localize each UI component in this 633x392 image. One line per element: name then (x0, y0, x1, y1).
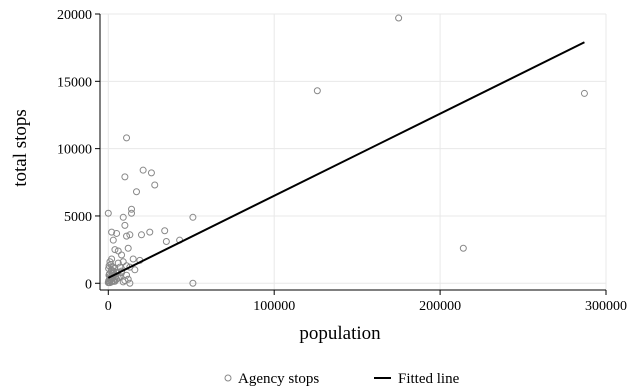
legend-label-fitted-line: Fitted line (398, 371, 460, 387)
axes (99, 14, 606, 291)
fitted-line-group (107, 41, 585, 279)
data-point (189, 213, 197, 221)
data-point (395, 14, 403, 22)
data-point (580, 89, 588, 97)
data-point (137, 231, 145, 239)
x-axis-ticks: 0 100000 200000 300000 (105, 290, 627, 314)
y-tick-label: 20000 (57, 8, 92, 23)
data-point (109, 236, 117, 244)
data-point (132, 188, 140, 196)
data-point (111, 246, 119, 254)
data-point (108, 228, 116, 236)
data-point (114, 259, 122, 267)
legend-marker-agency-stops (224, 374, 232, 382)
data-point (128, 205, 136, 213)
data-point (119, 213, 127, 221)
data-point (119, 278, 127, 286)
x-tick-label: 300000 (585, 299, 627, 314)
data-point (109, 263, 117, 271)
x-tick-label: 0 (105, 299, 112, 314)
y-tick-label: 10000 (57, 143, 92, 158)
x-tick-label: 200000 (419, 299, 461, 314)
data-point (313, 87, 321, 95)
legend: Agency stops Fitted line (224, 371, 460, 387)
data-point (128, 209, 136, 217)
data-point (124, 244, 132, 252)
y-tick-label: 0 (85, 277, 92, 292)
data-point (151, 181, 159, 189)
data-point (459, 244, 467, 252)
data-point (121, 221, 129, 229)
y-axis-ticks: 0 5000 10000 15000 20000 (57, 8, 100, 292)
data-point (110, 277, 118, 285)
legend-label-agency-stops: Agency stops (238, 371, 319, 387)
y-axis-title: total stops (10, 109, 31, 187)
y-tick-label: 5000 (64, 210, 92, 225)
gridlines (100, 13, 607, 290)
x-axis-title: population (299, 323, 381, 344)
data-point (131, 266, 139, 274)
data-point (146, 228, 154, 236)
data-point (118, 251, 126, 259)
y-tick-label: 15000 (57, 75, 92, 90)
data-point (147, 169, 155, 177)
data-point (104, 209, 112, 217)
data-point (113, 229, 121, 237)
data-point (139, 166, 147, 174)
x-tick-label: 100000 (253, 299, 295, 314)
data-point (116, 273, 124, 281)
data-point (162, 238, 170, 246)
data-point (121, 173, 129, 181)
data-point (105, 262, 113, 270)
data-point (161, 227, 169, 235)
data-point (126, 231, 134, 239)
data-point (129, 255, 137, 263)
scatter-points (104, 14, 588, 287)
data-point (123, 232, 131, 240)
data-point (106, 258, 114, 266)
fitted-line (107, 41, 585, 279)
data-point (189, 279, 197, 287)
data-point (123, 134, 131, 142)
